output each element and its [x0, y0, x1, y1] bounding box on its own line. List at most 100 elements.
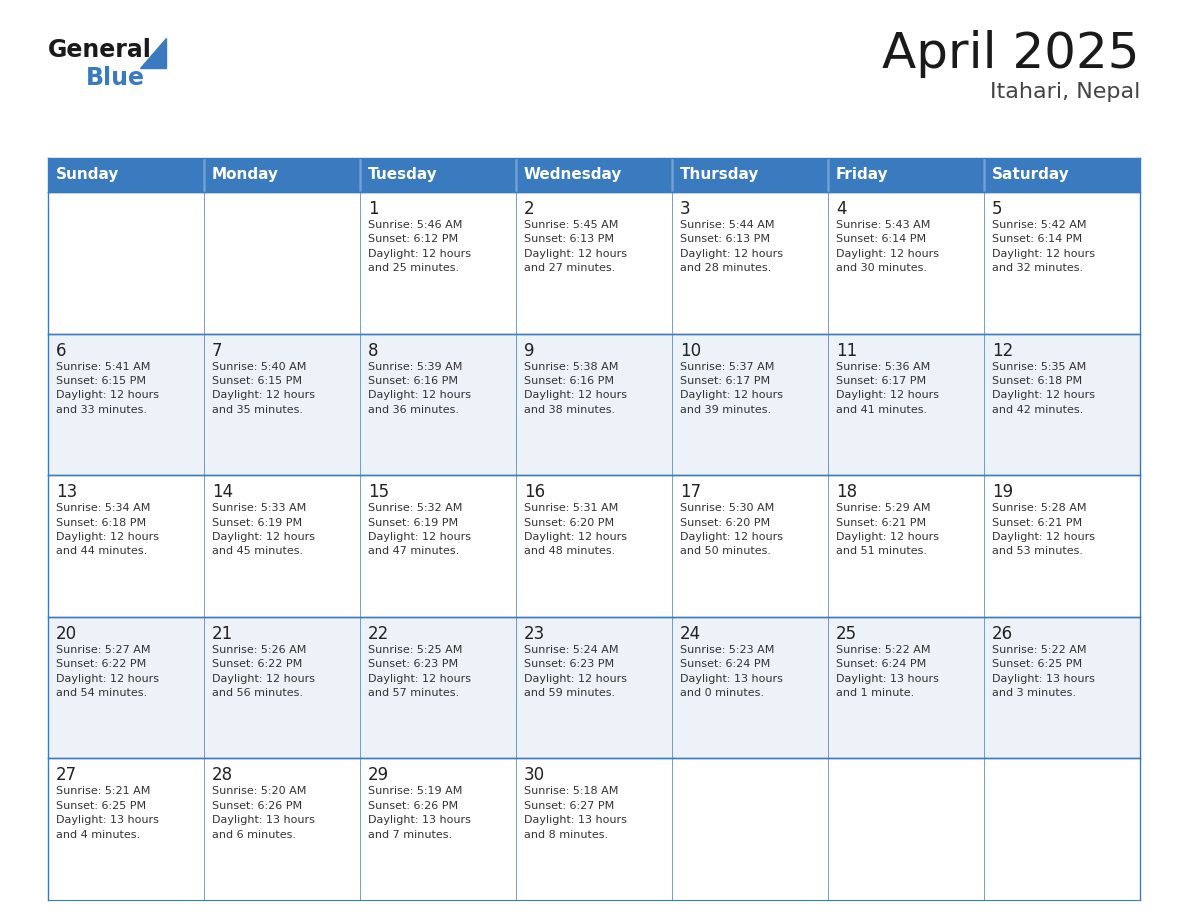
Text: 25: 25: [836, 625, 857, 643]
Bar: [516, 758, 672, 900]
Bar: [984, 476, 1140, 617]
Bar: [516, 617, 672, 758]
Bar: [828, 158, 984, 192]
Bar: [204, 333, 360, 476]
Bar: [516, 192, 672, 333]
Text: Sunrise: 5:28 AM
Sunset: 6:21 PM
Daylight: 12 hours
and 53 minutes.: Sunrise: 5:28 AM Sunset: 6:21 PM Dayligh…: [992, 503, 1095, 556]
Text: 28: 28: [211, 767, 233, 784]
Text: 26: 26: [992, 625, 1013, 643]
Text: Sunrise: 5:43 AM
Sunset: 6:14 PM
Daylight: 12 hours
and 30 minutes.: Sunrise: 5:43 AM Sunset: 6:14 PM Dayligh…: [836, 220, 939, 274]
Text: Saturday: Saturday: [992, 167, 1069, 183]
Text: 6: 6: [56, 341, 67, 360]
Text: 3: 3: [680, 200, 690, 218]
Text: 13: 13: [56, 483, 77, 501]
Text: Sunrise: 5:31 AM
Sunset: 6:20 PM
Daylight: 12 hours
and 48 minutes.: Sunrise: 5:31 AM Sunset: 6:20 PM Dayligh…: [524, 503, 627, 556]
Text: 14: 14: [211, 483, 233, 501]
Text: Monday: Monday: [211, 167, 279, 183]
Bar: [984, 758, 1140, 900]
Text: Sunrise: 5:39 AM
Sunset: 6:16 PM
Daylight: 12 hours
and 36 minutes.: Sunrise: 5:39 AM Sunset: 6:16 PM Dayligh…: [368, 362, 470, 415]
Text: Itahari, Nepal: Itahari, Nepal: [990, 82, 1140, 102]
Bar: [672, 192, 828, 333]
Text: 1: 1: [368, 200, 379, 218]
Text: Blue: Blue: [86, 66, 145, 90]
Text: Sunrise: 5:20 AM
Sunset: 6:26 PM
Daylight: 13 hours
and 6 minutes.: Sunrise: 5:20 AM Sunset: 6:26 PM Dayligh…: [211, 787, 315, 840]
Text: Sunrise: 5:36 AM
Sunset: 6:17 PM
Daylight: 12 hours
and 41 minutes.: Sunrise: 5:36 AM Sunset: 6:17 PM Dayligh…: [836, 362, 939, 415]
Bar: [360, 333, 516, 476]
Text: Sunrise: 5:29 AM
Sunset: 6:21 PM
Daylight: 12 hours
and 51 minutes.: Sunrise: 5:29 AM Sunset: 6:21 PM Dayligh…: [836, 503, 939, 556]
Text: Sunrise: 5:33 AM
Sunset: 6:19 PM
Daylight: 12 hours
and 45 minutes.: Sunrise: 5:33 AM Sunset: 6:19 PM Dayligh…: [211, 503, 315, 556]
Text: 19: 19: [992, 483, 1013, 501]
Text: Sunrise: 5:46 AM
Sunset: 6:12 PM
Daylight: 12 hours
and 25 minutes.: Sunrise: 5:46 AM Sunset: 6:12 PM Dayligh…: [368, 220, 470, 274]
Bar: [204, 758, 360, 900]
Text: 15: 15: [368, 483, 388, 501]
Bar: [828, 192, 984, 333]
Bar: [672, 476, 828, 617]
Text: 12: 12: [992, 341, 1013, 360]
Text: Sunrise: 5:44 AM
Sunset: 6:13 PM
Daylight: 12 hours
and 28 minutes.: Sunrise: 5:44 AM Sunset: 6:13 PM Dayligh…: [680, 220, 783, 274]
Text: 30: 30: [524, 767, 545, 784]
Text: 17: 17: [680, 483, 701, 501]
Bar: [828, 333, 984, 476]
Text: Sunrise: 5:23 AM
Sunset: 6:24 PM
Daylight: 13 hours
and 0 minutes.: Sunrise: 5:23 AM Sunset: 6:24 PM Dayligh…: [680, 644, 783, 698]
Text: 29: 29: [368, 767, 388, 784]
Text: General: General: [48, 38, 152, 62]
Bar: [672, 158, 828, 192]
Bar: [48, 333, 204, 476]
Bar: [204, 158, 360, 192]
Bar: [984, 192, 1140, 333]
Text: Sunrise: 5:35 AM
Sunset: 6:18 PM
Daylight: 12 hours
and 42 minutes.: Sunrise: 5:35 AM Sunset: 6:18 PM Dayligh…: [992, 362, 1095, 415]
Text: Sunrise: 5:19 AM
Sunset: 6:26 PM
Daylight: 13 hours
and 7 minutes.: Sunrise: 5:19 AM Sunset: 6:26 PM Dayligh…: [368, 787, 470, 840]
Text: Sunrise: 5:27 AM
Sunset: 6:22 PM
Daylight: 12 hours
and 54 minutes.: Sunrise: 5:27 AM Sunset: 6:22 PM Dayligh…: [56, 644, 159, 698]
Bar: [360, 476, 516, 617]
Bar: [828, 617, 984, 758]
Bar: [360, 617, 516, 758]
Text: 2: 2: [524, 200, 535, 218]
Bar: [204, 192, 360, 333]
Text: 20: 20: [56, 625, 77, 643]
Text: Sunrise: 5:34 AM
Sunset: 6:18 PM
Daylight: 12 hours
and 44 minutes.: Sunrise: 5:34 AM Sunset: 6:18 PM Dayligh…: [56, 503, 159, 556]
Text: Tuesday: Tuesday: [368, 167, 437, 183]
Bar: [48, 192, 204, 333]
Bar: [204, 476, 360, 617]
Bar: [984, 158, 1140, 192]
Polygon shape: [140, 38, 166, 68]
Text: 9: 9: [524, 341, 535, 360]
Bar: [672, 758, 828, 900]
Text: 24: 24: [680, 625, 701, 643]
Bar: [516, 158, 672, 192]
Text: 23: 23: [524, 625, 545, 643]
Bar: [48, 617, 204, 758]
Text: Sunrise: 5:42 AM
Sunset: 6:14 PM
Daylight: 12 hours
and 32 minutes.: Sunrise: 5:42 AM Sunset: 6:14 PM Dayligh…: [992, 220, 1095, 274]
Text: 11: 11: [836, 341, 857, 360]
Bar: [48, 758, 204, 900]
Bar: [828, 758, 984, 900]
Text: April 2025: April 2025: [883, 30, 1140, 78]
Bar: [48, 158, 204, 192]
Text: 8: 8: [368, 341, 378, 360]
Text: Sunrise: 5:22 AM
Sunset: 6:25 PM
Daylight: 13 hours
and 3 minutes.: Sunrise: 5:22 AM Sunset: 6:25 PM Dayligh…: [992, 644, 1094, 698]
Text: Sunrise: 5:21 AM
Sunset: 6:25 PM
Daylight: 13 hours
and 4 minutes.: Sunrise: 5:21 AM Sunset: 6:25 PM Dayligh…: [56, 787, 159, 840]
Text: 22: 22: [368, 625, 388, 643]
Text: Sunrise: 5:32 AM
Sunset: 6:19 PM
Daylight: 12 hours
and 47 minutes.: Sunrise: 5:32 AM Sunset: 6:19 PM Dayligh…: [368, 503, 470, 556]
Bar: [516, 476, 672, 617]
Bar: [204, 617, 360, 758]
Bar: [360, 758, 516, 900]
Bar: [516, 333, 672, 476]
Text: Sunrise: 5:38 AM
Sunset: 6:16 PM
Daylight: 12 hours
and 38 minutes.: Sunrise: 5:38 AM Sunset: 6:16 PM Dayligh…: [524, 362, 627, 415]
Text: Sunrise: 5:26 AM
Sunset: 6:22 PM
Daylight: 12 hours
and 56 minutes.: Sunrise: 5:26 AM Sunset: 6:22 PM Dayligh…: [211, 644, 315, 698]
Text: 16: 16: [524, 483, 545, 501]
Bar: [360, 158, 516, 192]
Text: Sunrise: 5:24 AM
Sunset: 6:23 PM
Daylight: 12 hours
and 59 minutes.: Sunrise: 5:24 AM Sunset: 6:23 PM Dayligh…: [524, 644, 627, 698]
Text: 4: 4: [836, 200, 846, 218]
Text: 7: 7: [211, 341, 222, 360]
Text: Wednesday: Wednesday: [524, 167, 623, 183]
Text: Friday: Friday: [836, 167, 889, 183]
Text: Sunrise: 5:18 AM
Sunset: 6:27 PM
Daylight: 13 hours
and 8 minutes.: Sunrise: 5:18 AM Sunset: 6:27 PM Dayligh…: [524, 787, 627, 840]
Text: Sunrise: 5:45 AM
Sunset: 6:13 PM
Daylight: 12 hours
and 27 minutes.: Sunrise: 5:45 AM Sunset: 6:13 PM Dayligh…: [524, 220, 627, 274]
Text: Sunrise: 5:37 AM
Sunset: 6:17 PM
Daylight: 12 hours
and 39 minutes.: Sunrise: 5:37 AM Sunset: 6:17 PM Dayligh…: [680, 362, 783, 415]
Bar: [828, 476, 984, 617]
Bar: [672, 333, 828, 476]
Text: Thursday: Thursday: [680, 167, 759, 183]
Bar: [48, 476, 204, 617]
Text: Sunrise: 5:40 AM
Sunset: 6:15 PM
Daylight: 12 hours
and 35 minutes.: Sunrise: 5:40 AM Sunset: 6:15 PM Dayligh…: [211, 362, 315, 415]
